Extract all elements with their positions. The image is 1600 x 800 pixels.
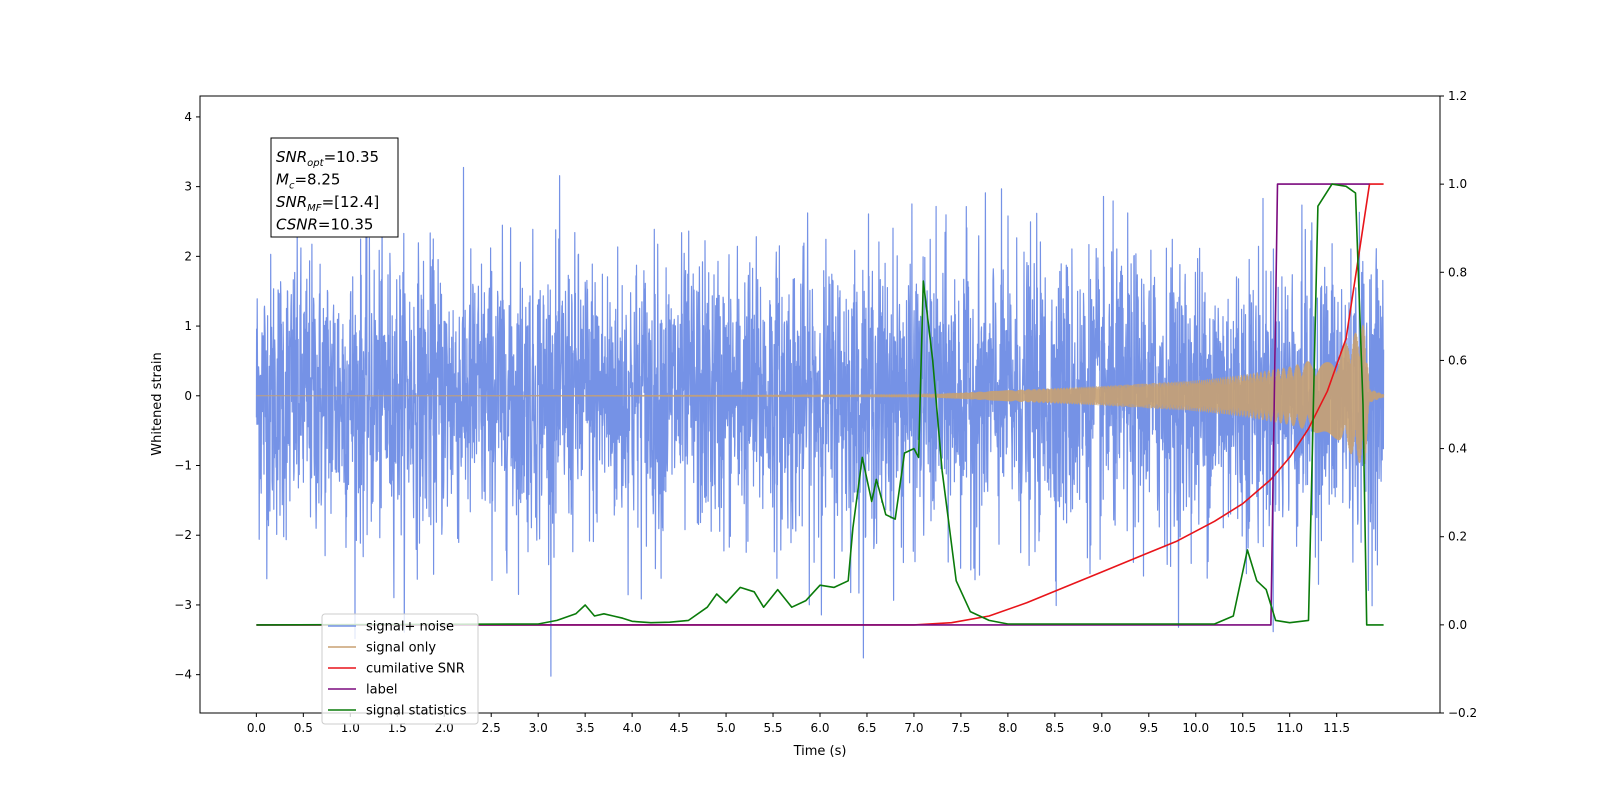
x-tick-label: 9.5 — [1139, 721, 1158, 735]
series-signal-only — [256, 324, 1385, 464]
y-tick-label: −1 — [174, 459, 192, 473]
annotation-frame — [270, 137, 399, 238]
y2-tick-label: −0.2 — [1448, 706, 1477, 720]
annotation-symbol: SNR — [276, 193, 307, 211]
y-axis-right: 1.2 1.0 0.8 0.6 0.4 0.2 0.0 −0.2 — [1440, 89, 1477, 720]
annotation-symbol: CSNR — [276, 216, 318, 234]
y-tick-label: 3 — [184, 180, 192, 194]
x-axis-label: Time (s) — [793, 744, 847, 759]
x-tick-label: 10.5 — [1229, 721, 1256, 735]
y-tick-label: 4 — [184, 110, 192, 124]
x-tick-label: 11.5 — [1323, 721, 1350, 735]
y2-tick-label: 0.0 — [1448, 618, 1467, 632]
annotation-subscript: opt — [307, 158, 324, 169]
x-tick-label: 0.5 — [294, 721, 313, 735]
annotation-line: SNRopt=10.35 — [276, 148, 379, 169]
x-tick-label: 8.0 — [998, 721, 1017, 735]
x-tick-label: 2.5 — [482, 721, 501, 735]
x-tick-label: 8.5 — [1045, 721, 1064, 735]
annotation-symbol: SNR — [276, 148, 307, 166]
y2-tick-label: 0.4 — [1448, 442, 1467, 456]
y2-tick-label: 1.0 — [1448, 177, 1467, 191]
series-cumilative-snr — [256, 183, 1384, 626]
annotation-symbol: M — [276, 171, 289, 189]
series-layer — [255, 166, 1385, 677]
x-tick-label: 3.0 — [529, 721, 548, 735]
annotation-line: SNRMF=[12.4] — [276, 193, 379, 214]
y-tick-label: −3 — [174, 598, 192, 612]
x-tick-label: 5.5 — [763, 721, 782, 735]
y2-tick-label: 0.2 — [1448, 530, 1467, 544]
legend-label-signal-statistics: signal statistics — [366, 704, 467, 719]
series-signal-statistics — [256, 183, 1384, 626]
y-tick-label: −4 — [174, 668, 192, 682]
annotation-value: =10.35 — [318, 216, 374, 234]
annotation-value: =8.25 — [294, 171, 340, 189]
x-tick-label: 5.0 — [717, 721, 736, 735]
y-axis-label: Whitened strain — [150, 352, 165, 455]
y2-tick-label: 0.8 — [1448, 265, 1467, 279]
series-label — [256, 183, 1370, 626]
y2-tick-label: 0.6 — [1448, 353, 1467, 367]
annotation-box: SNRopt=10.35Mc=8.25SNRMF=[12.4]CSNR=10.3… — [270, 137, 399, 238]
legend-label-signal-only: signal only — [366, 641, 436, 656]
y-tick-label: 1 — [184, 319, 192, 333]
x-tick-label: 6.5 — [857, 721, 876, 735]
annotation-line: CSNR=10.35 — [276, 216, 373, 234]
y-axis-left: 4 3 2 1 0 −1 −2 −3 −4 — [174, 110, 200, 682]
legend-label-signal-noise: signal+ noise — [366, 620, 454, 635]
x-tick-label: 10.0 — [1182, 721, 1209, 735]
annotation-value: =10.35 — [324, 148, 380, 166]
x-tick-label: 7.5 — [951, 721, 970, 735]
legend: signal+ noise signal only cumilative SNR la… — [321, 613, 479, 725]
y-tick-label: 2 — [184, 249, 192, 263]
legend-frame — [321, 613, 479, 725]
x-tick-label: 6.0 — [810, 721, 829, 735]
series-signal-noise — [255, 166, 1385, 677]
y2-tick-label: 1.2 — [1448, 89, 1467, 103]
annotation-line: Mc=8.25 — [276, 171, 340, 192]
legend-label-label: label — [366, 683, 397, 698]
y-tick-label: 0 — [184, 389, 192, 403]
annotation-subscript: c — [289, 181, 295, 192]
x-tick-label: 4.5 — [670, 721, 689, 735]
legend-label-cumilative-snr: cumilative SNR — [366, 662, 465, 677]
x-tick-label: 11.0 — [1276, 721, 1303, 735]
annotation-subscript: MF — [307, 203, 322, 214]
x-tick-label: 7.0 — [904, 721, 923, 735]
x-tick-label: 9.0 — [1092, 721, 1111, 735]
annotation-value: =[12.4] — [322, 193, 380, 211]
x-tick-label: 0.0 — [247, 721, 266, 735]
x-tick-label: 4.0 — [623, 721, 642, 735]
x-tick-label: 3.5 — [576, 721, 595, 735]
y-tick-label: −2 — [174, 528, 192, 542]
